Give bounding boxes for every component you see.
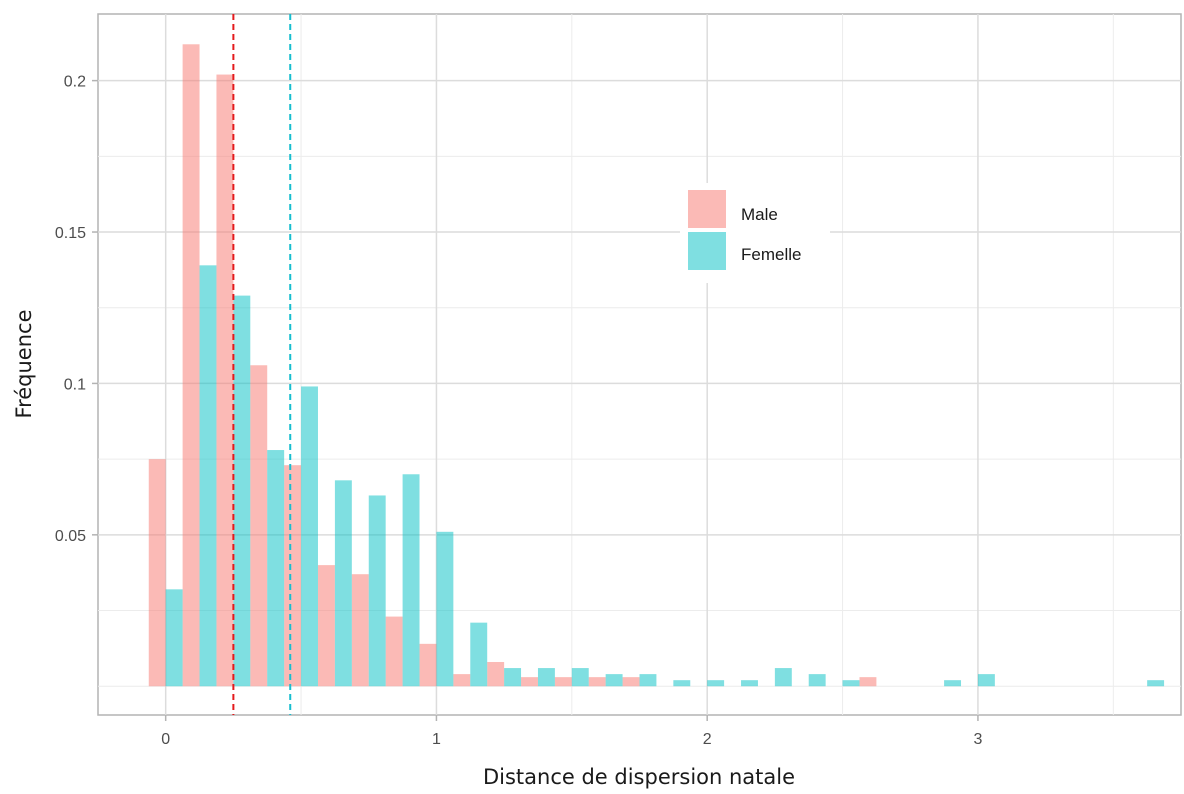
bar-male-5 xyxy=(317,565,335,687)
legend: Male Femelle xyxy=(680,183,830,283)
bar-femelle-23 xyxy=(944,680,962,687)
y-tick-label: 0.1 xyxy=(64,376,86,393)
bar-male-1 xyxy=(182,44,200,687)
bar-femelle-11 xyxy=(537,668,555,687)
bar-male-11 xyxy=(521,677,538,687)
x-tick-label: 3 xyxy=(973,731,982,748)
bar-male-2 xyxy=(216,74,234,687)
bar-femelle-3 xyxy=(267,450,285,687)
bar-femelle-15 xyxy=(673,680,691,687)
legend-key-femelle xyxy=(688,232,726,270)
bar-femelle-0 xyxy=(165,589,183,687)
bar-male-13 xyxy=(588,677,606,687)
bar-male-4 xyxy=(284,465,302,687)
bar-male-8 xyxy=(419,643,437,687)
bar-femelle-7 xyxy=(402,474,420,687)
bar-femelle-17 xyxy=(741,680,758,687)
bar-femelle-4 xyxy=(301,386,318,687)
bar-male-21 xyxy=(859,677,877,687)
bar-femelle-16 xyxy=(707,680,725,687)
legend-key-male xyxy=(688,190,726,228)
x-tick-label: 2 xyxy=(703,731,712,748)
bar-femelle-6 xyxy=(368,495,386,687)
bar-femelle-14 xyxy=(639,674,657,687)
bar-femelle-18 xyxy=(774,668,792,687)
bar-femelle-29 xyxy=(1147,680,1165,687)
bar-femelle-13 xyxy=(605,674,623,687)
x-tick-label: 1 xyxy=(432,731,441,748)
bar-femelle-8 xyxy=(436,531,454,687)
bar-male-9 xyxy=(453,674,471,687)
bar-male-14 xyxy=(622,677,640,687)
bar-femelle-12 xyxy=(571,668,589,687)
bar-male-0 xyxy=(148,459,166,687)
x-tick-label: 0 xyxy=(161,731,170,748)
y-tick-label: 0.05 xyxy=(55,528,86,545)
bar-femelle-20 xyxy=(842,680,860,687)
y-axis-ticks: 0.05 0.1 0.15 0.2 xyxy=(55,74,98,545)
histogram-bars xyxy=(148,44,1165,687)
legend-label-male: Male xyxy=(741,205,778,224)
bar-femelle-19 xyxy=(808,674,826,687)
bar-male-6 xyxy=(351,574,369,687)
bar-male-3 xyxy=(250,365,268,687)
y-tick-label: 0.2 xyxy=(64,74,86,91)
bar-femelle-1 xyxy=(199,265,217,687)
legend-label-femelle: Femelle xyxy=(741,245,801,264)
bar-male-12 xyxy=(554,677,572,687)
x-axis-title: Distance de dispersion natale xyxy=(483,765,795,789)
bar-femelle-24 xyxy=(977,674,995,687)
y-axis-title: Fréquence xyxy=(12,310,36,419)
bar-femelle-2 xyxy=(233,295,251,687)
bar-femelle-9 xyxy=(470,622,488,687)
mean-lines xyxy=(232,14,292,715)
bar-femelle-10 xyxy=(504,668,522,687)
bar-male-10 xyxy=(487,662,505,687)
x-axis-ticks: 0 1 2 3 xyxy=(161,715,982,748)
bar-femelle-5 xyxy=(334,480,352,687)
y-tick-label: 0.15 xyxy=(55,225,86,242)
bar-male-7 xyxy=(385,616,403,687)
